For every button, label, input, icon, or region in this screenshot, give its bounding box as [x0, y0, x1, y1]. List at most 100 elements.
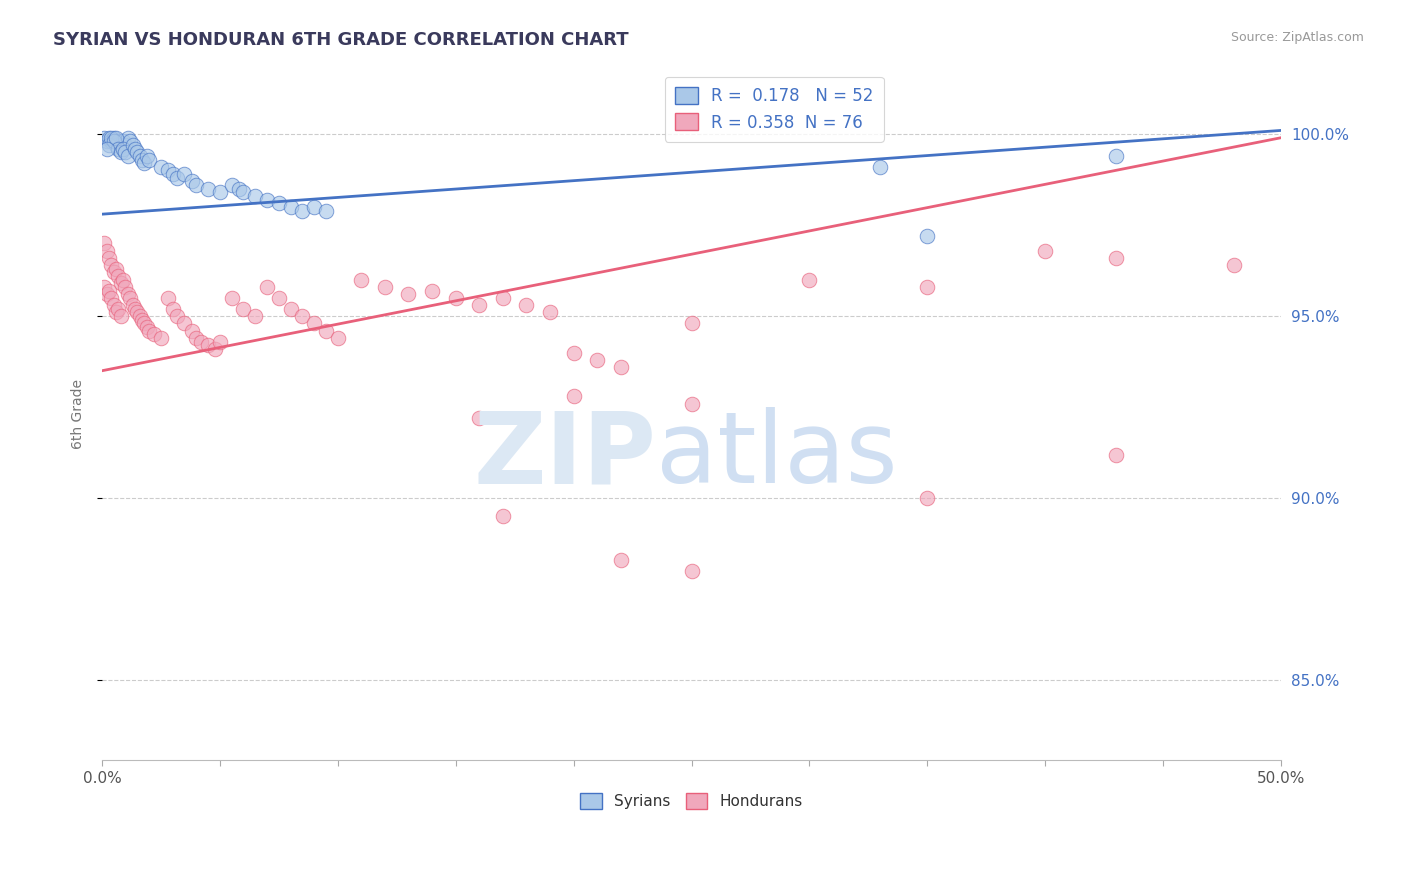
Point: [135, 320, 157, 334]
Point: [350, 273, 373, 287]
Point: [917, 491, 939, 506]
Point: [444, 291, 467, 305]
Point: [232, 301, 254, 316]
Point: [180, 324, 202, 338]
Point: [610, 360, 633, 375]
Point: [166, 309, 188, 323]
Point: [121, 138, 143, 153]
Point: [221, 291, 243, 305]
Point: [98, 251, 121, 265]
Point: [112, 142, 135, 156]
Point: [105, 130, 128, 145]
Point: [420, 284, 443, 298]
Point: [228, 182, 250, 196]
Point: [107, 269, 129, 284]
Point: [869, 160, 891, 174]
Point: [245, 309, 267, 323]
Point: [291, 203, 314, 218]
Point: [103, 130, 125, 145]
Point: [204, 342, 226, 356]
Point: [315, 203, 337, 218]
Point: [162, 301, 184, 316]
Point: [128, 309, 150, 323]
Point: [610, 553, 633, 567]
Point: [96, 287, 118, 301]
Point: [127, 305, 149, 319]
Point: [515, 298, 537, 312]
Point: [326, 331, 349, 345]
Point: [267, 291, 290, 305]
Point: [280, 200, 302, 214]
Point: [120, 291, 142, 305]
Point: [100, 258, 122, 272]
Point: [127, 145, 149, 160]
Point: [197, 182, 219, 196]
Point: [917, 229, 939, 244]
Point: [120, 134, 142, 148]
Point: [138, 324, 160, 338]
Point: [124, 142, 146, 156]
Point: [190, 334, 212, 349]
Point: [112, 273, 135, 287]
Point: [98, 130, 121, 145]
Point: [117, 287, 139, 301]
Point: [96, 244, 118, 258]
Point: [162, 167, 184, 181]
Point: [291, 309, 314, 323]
Point: [315, 324, 337, 338]
Point: [149, 331, 172, 345]
Point: [107, 134, 129, 148]
Point: [1033, 244, 1056, 258]
Point: [112, 134, 135, 148]
Point: [1105, 251, 1128, 265]
Point: [917, 280, 939, 294]
Point: [180, 174, 202, 188]
Point: [562, 389, 585, 403]
Point: [110, 309, 132, 323]
Point: [138, 153, 160, 167]
Point: [302, 317, 325, 331]
Point: [586, 352, 609, 367]
Text: SYRIAN VS HONDURAN 6TH GRADE CORRELATION CHART: SYRIAN VS HONDURAN 6TH GRADE CORRELATION…: [53, 31, 628, 49]
Point: [232, 186, 254, 200]
Point: [117, 130, 139, 145]
Point: [124, 301, 146, 316]
Point: [468, 411, 491, 425]
Point: [107, 142, 129, 156]
Point: [1105, 149, 1128, 163]
Point: [681, 317, 703, 331]
Point: [562, 345, 585, 359]
Point: [110, 138, 132, 153]
Point: [374, 280, 396, 294]
Point: [1223, 258, 1246, 272]
Point: [186, 331, 208, 345]
Point: [156, 291, 179, 305]
Point: [103, 134, 125, 148]
Point: [134, 317, 156, 331]
Point: [538, 305, 561, 319]
Point: [117, 149, 139, 163]
Point: [149, 160, 172, 174]
Point: [256, 280, 278, 294]
Point: [100, 134, 122, 148]
Point: [110, 277, 132, 291]
Point: [105, 261, 128, 276]
Point: [105, 138, 128, 153]
Point: [302, 200, 325, 214]
Point: [100, 291, 122, 305]
Point: [93, 236, 115, 251]
Point: [492, 509, 515, 524]
Point: [131, 312, 153, 326]
Point: [280, 301, 302, 316]
Point: [96, 142, 118, 156]
Point: [107, 301, 129, 316]
Point: [186, 178, 208, 192]
Point: [799, 273, 821, 287]
Point: [114, 280, 136, 294]
Point: [681, 396, 703, 410]
Point: [93, 280, 115, 294]
Point: [96, 134, 118, 148]
Point: [468, 298, 491, 312]
Point: [681, 564, 703, 578]
Point: [1105, 448, 1128, 462]
